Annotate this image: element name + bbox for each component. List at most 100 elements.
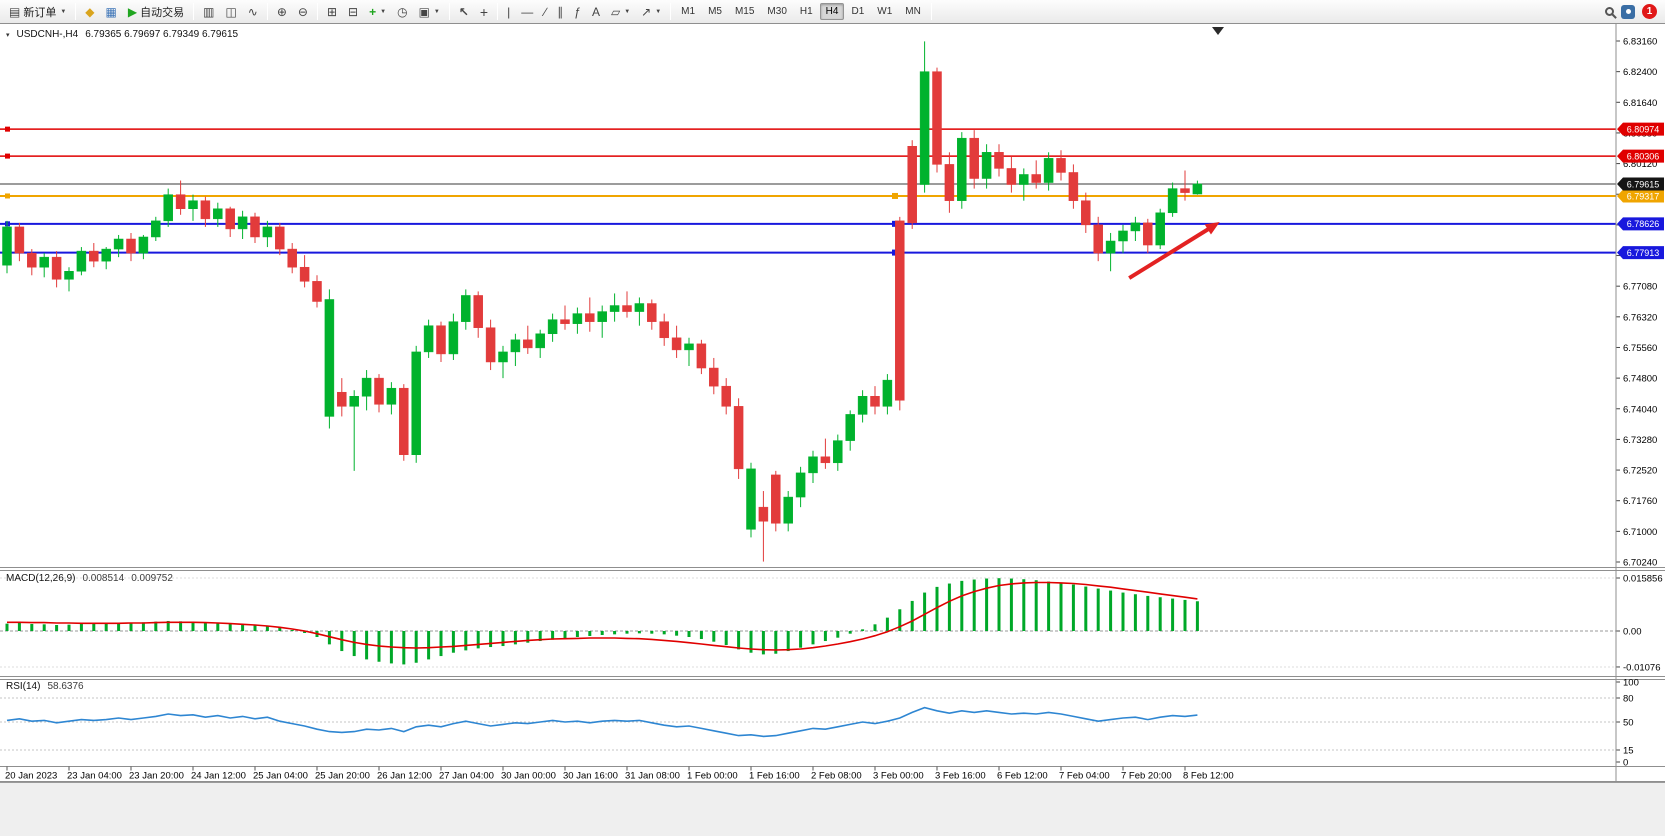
svg-text:26 Jan 12:00: 26 Jan 12:00	[377, 771, 432, 782]
svg-text:6.75560: 6.75560	[1623, 343, 1657, 354]
svg-text:3 Feb 00:00: 3 Feb 00:00	[873, 771, 924, 782]
svg-text:20 Jan 2023: 20 Jan 2023	[5, 771, 57, 782]
crosshair-icon: +	[479, 3, 489, 20]
hline-objects[interactable]	[0, 126, 1616, 256]
fibonacci-tool-button[interactable]: ƒ	[569, 2, 586, 22]
timeframe-h4-button[interactable]: H4	[819, 3, 845, 20]
fibonacci-icon: ƒ	[574, 4, 581, 19]
auto-trading-button[interactable]: ▶ 自动交易	[123, 2, 189, 22]
timeframe-m30-button[interactable]: M30	[761, 3, 792, 20]
svg-text:23 Jan 20:00: 23 Jan 20:00	[129, 771, 184, 782]
svg-text:6 Feb 12:00: 6 Feb 12:00	[997, 771, 1048, 782]
svg-text:6.77080: 6.77080	[1623, 282, 1657, 293]
cascade-windows-button[interactable]: ⊟	[343, 2, 363, 22]
coin-icon: ◆	[85, 4, 95, 19]
trendline-tool-button[interactable]: ∕	[539, 2, 551, 22]
templates-button[interactable]: ▣ ▼	[414, 2, 445, 22]
svg-text:1 Feb 00:00: 1 Feb 00:00	[687, 771, 738, 782]
svg-text:6.80974: 6.80974	[1627, 124, 1660, 134]
zoom-in-button[interactable]: ⊕	[272, 2, 292, 22]
svg-text:7 Feb 20:00: 7 Feb 20:00	[1121, 771, 1172, 782]
svg-text:6.71760: 6.71760	[1623, 496, 1657, 507]
shift-marker-icon[interactable]	[1212, 27, 1224, 35]
bar-chart-button[interactable]: ▥	[198, 2, 219, 22]
svg-text:6.77913: 6.77913	[1627, 248, 1660, 258]
new-order-label: 新订单	[23, 6, 57, 19]
notification-badge[interactable]: 1	[1642, 4, 1657, 19]
timeframe-w1-button[interactable]: W1	[871, 3, 898, 20]
svg-text:0.015856: 0.015856	[1623, 574, 1663, 585]
indicators-plus-icon: +	[369, 4, 377, 19]
tile-windows-button[interactable]: ⊞	[322, 2, 342, 22]
arrow-tool-icon: ↗	[641, 4, 652, 19]
text-tool-button[interactable]: A	[587, 2, 605, 22]
timeframe-m1-button[interactable]: M1	[675, 3, 701, 20]
chart-window-icon: ▦	[105, 4, 117, 19]
svg-text:1 Feb 16:00: 1 Feb 16:00	[749, 771, 800, 782]
timeframe-m5-button[interactable]: M5	[702, 3, 728, 20]
vertical-line-tool-button[interactable]: |	[502, 2, 515, 22]
svg-text:6.80120: 6.80120	[1623, 159, 1657, 170]
rsi-line	[6, 706, 1198, 738]
toolbar-separator	[75, 3, 77, 20]
shapes-tool-button[interactable]: ▱ ▼	[606, 2, 635, 22]
svg-text:27 Jan 04:00: 27 Jan 04:00	[439, 771, 494, 782]
arrows-tool-button[interactable]: ↗ ▼	[636, 2, 666, 22]
timeframe-mn-button[interactable]: MN	[899, 3, 927, 20]
horizontal-line-icon: —	[521, 4, 534, 19]
profile-icon[interactable]	[1621, 4, 1635, 19]
toolbar-separator	[448, 3, 450, 20]
svg-text:0.00: 0.00	[1623, 627, 1642, 638]
chart-canvas[interactable]: 6.831606.824006.816406.808806.801206.793…	[0, 24, 1665, 782]
search-icon[interactable]	[1605, 7, 1614, 16]
svg-text:6.74800: 6.74800	[1623, 374, 1657, 385]
svg-text:24 Jan 12:00: 24 Jan 12:00	[191, 771, 246, 782]
chevron-down-icon: ▼	[380, 8, 387, 15]
svg-text:6.71000: 6.71000	[1623, 527, 1657, 538]
period-button[interactable]: ◷	[392, 2, 412, 22]
price-axis[interactable]: 6.831606.824006.816406.808806.801206.793…	[1616, 37, 1657, 569]
cursor-icon: ↖	[458, 4, 469, 19]
indicators-button[interactable]: + ▼	[364, 2, 391, 22]
quotes-button[interactable]: ◆	[80, 2, 99, 22]
candlestick-icon: ◫	[225, 4, 237, 19]
svg-text:6.74040: 6.74040	[1623, 404, 1657, 415]
timeframe-h1-button[interactable]: H1	[794, 3, 819, 20]
template-icon: ▣	[418, 4, 430, 19]
channel-tool-button[interactable]: ∥	[552, 2, 568, 22]
chevron-down-icon: ▼	[655, 8, 662, 15]
charts-button[interactable]: ▦	[101, 2, 122, 22]
trendline-icon: ∕	[544, 4, 547, 19]
arrow-annotation[interactable]	[1128, 222, 1220, 280]
svg-text:30 Jan 16:00: 30 Jan 16:00	[563, 771, 618, 782]
svg-text:6.70240: 6.70240	[1623, 558, 1657, 569]
channel-icon: ∥	[557, 4, 564, 19]
line-chart-button[interactable]: ∿	[243, 2, 263, 22]
toolbar-separator	[670, 3, 672, 20]
crosshair-tool-button[interactable]: +	[475, 2, 493, 22]
time-axis[interactable]: 20 Jan 2023 23 Jan 04:00 23 Jan 20:00 24 Ja…	[5, 766, 1234, 782]
chevron-down-icon: ▼	[433, 8, 440, 15]
candlestick-chart-button[interactable]: ◫	[220, 2, 241, 22]
svg-text:0: 0	[1623, 758, 1628, 769]
zoom-out-button[interactable]: ⊖	[293, 2, 313, 22]
horizontal-line-tool-button[interactable]: —	[516, 2, 538, 22]
text-icon: A	[591, 4, 600, 19]
cursor-tool-button[interactable]: ↖	[454, 2, 474, 22]
macd-signal-line	[7, 581, 1198, 651]
svg-text:6.81640: 6.81640	[1623, 98, 1657, 109]
svg-text:80: 80	[1623, 694, 1634, 705]
new-order-icon: ▤	[9, 4, 21, 19]
bar-chart-icon: ▥	[203, 4, 215, 19]
shapes-icon: ▱	[610, 4, 621, 19]
play-icon: ▶	[127, 4, 138, 19]
toolbar-separator	[497, 3, 499, 20]
svg-text:7 Feb 04:00: 7 Feb 04:00	[1059, 771, 1110, 782]
svg-text:8 Feb 12:00: 8 Feb 12:00	[1183, 771, 1234, 782]
rsi-panel: 100 80 50 150	[0, 678, 1639, 769]
new-order-button[interactable]: ▤ 新订单 ▼	[4, 2, 71, 22]
svg-text:-0.01076: -0.01076	[1623, 662, 1661, 673]
timeframe-m15-button[interactable]: M15	[729, 3, 760, 20]
timeframe-d1-button[interactable]: D1	[845, 3, 870, 20]
